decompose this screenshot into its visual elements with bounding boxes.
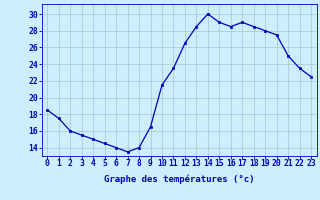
X-axis label: Graphe des températures (°c): Graphe des températures (°c)	[104, 174, 254, 184]
